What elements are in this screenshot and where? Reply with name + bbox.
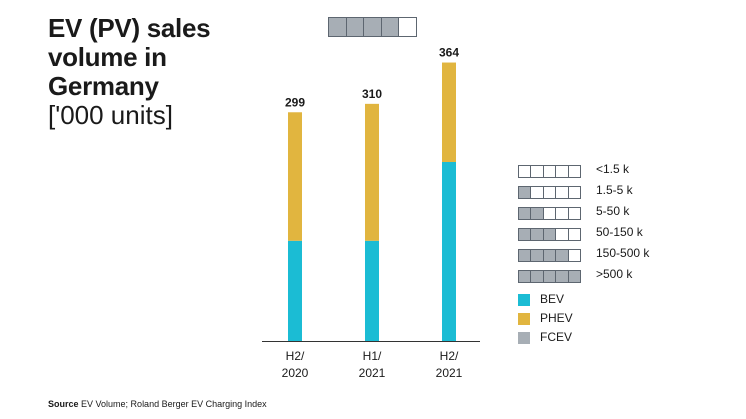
empty-cell [567,206,581,220]
range-cells [518,269,581,283]
total-label: 364 [439,46,459,60]
source-text: EV Volume; Roland Berger EV Charging Ind… [81,399,267,409]
empty-cell [530,185,544,199]
filled-cell [567,269,581,283]
empty-cell [567,185,581,199]
range-cells [518,164,581,178]
empty-cell [555,185,569,199]
bar-bev-1 [365,240,379,341]
range-legend-label: 50-150 k [596,225,643,239]
legend-swatch [518,294,530,306]
total-label: 299 [285,95,305,109]
charging-index-indicator [328,17,417,37]
filled-cell [518,185,532,199]
empty-cell [567,164,581,178]
filled-cell [518,269,532,283]
empty-cell [542,164,557,178]
filled-cell [530,269,544,283]
filled-cell [555,269,569,283]
range-legend-item: 1.5-5 k [518,183,633,200]
range-legend-item: 150-500 k [518,246,649,263]
x-tick-label: H2/ [440,349,459,363]
legend-label: FCEV [540,330,573,344]
range-legend-item: >500 k [518,267,632,284]
range-legend-item: 5-50 k [518,204,629,221]
filled-cell [555,248,569,262]
source-prefix: Source [48,399,79,409]
x-tick-label: 2020 [282,366,309,380]
legend-swatch [518,332,530,344]
x-tick-label: H1/ [363,349,382,363]
filled-cell [530,248,544,262]
x-tick-label: 2021 [359,366,386,380]
bar-phev-0 [288,112,302,241]
filled-cell [542,269,557,283]
bar-phev-2 [442,62,456,162]
empty-cell [555,227,569,241]
range-legend-label: <1.5 k [596,162,630,176]
filled-cell [518,248,532,262]
total-label: 310 [362,87,382,101]
bar-bev-0 [288,240,302,341]
empty-cell [555,164,569,178]
range-legend-label: 5-50 k [596,204,630,218]
bar-phev-1 [365,103,379,241]
range-cells [518,248,581,262]
legend-swatch [518,313,530,325]
filled-cell [518,206,532,220]
legend-label: BEV [540,292,565,306]
empty-cell [398,17,417,37]
empty-cell [555,206,569,220]
filled-cell [530,206,544,220]
chart-title: EV (PV) sales volume in Germany ['000 un… [48,14,278,130]
empty-cell [542,206,557,220]
empty-cell [518,164,532,178]
empty-cell [567,248,581,262]
legend-label: PHEV [540,311,573,325]
range-cells [518,206,581,220]
title-unit: ['000 units] [48,100,173,130]
range-legend-item: <1.5 k [518,162,629,179]
range-legend-label: 150-500 k [596,246,650,260]
filled-cell [542,248,557,262]
range-cells [518,227,581,241]
x-tick-label: H2/ [286,349,305,363]
range-legend-item: 50-150 k [518,225,643,242]
filled-cell [518,227,532,241]
empty-cell [530,164,544,178]
range-legend-label: 1.5-5 k [596,183,633,197]
filled-cell [542,227,557,241]
range-legend-label: >500 k [596,267,633,281]
empty-cell [542,185,557,199]
empty-cell [567,227,581,241]
filled-cell [530,227,544,241]
x-tick-label: 2021 [436,366,463,380]
source-note: Source EV Volume; Roland Berger EV Charg… [48,399,267,409]
title-main: EV (PV) sales volume in Germany [48,13,211,101]
bar-bev-2 [442,161,456,341]
range-cells [518,185,581,199]
